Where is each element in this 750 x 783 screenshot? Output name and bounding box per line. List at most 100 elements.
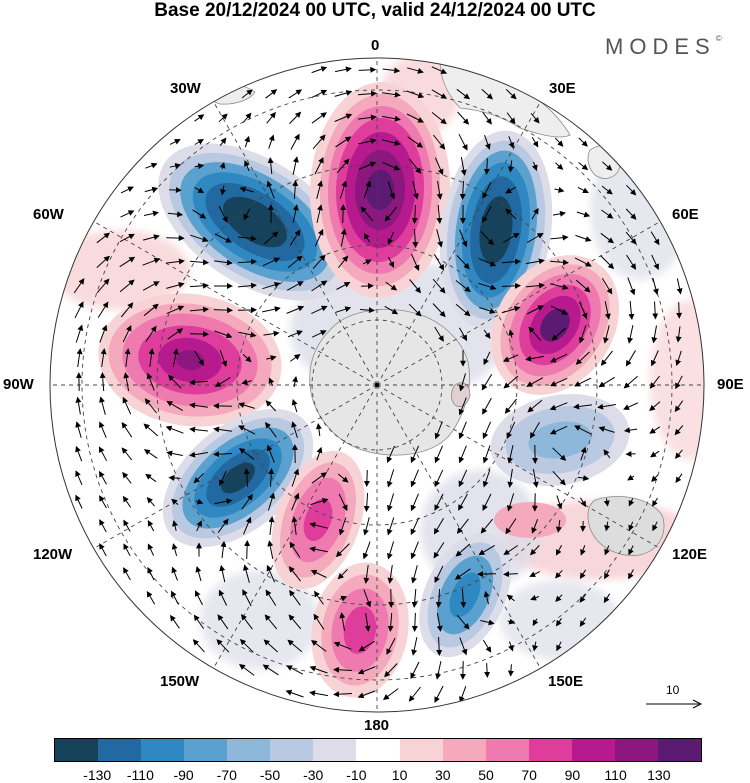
wind-vector [483,329,491,339]
wind-vector [340,204,347,224]
wind-vector [263,231,279,245]
wind-vector [123,567,131,581]
wind-vector [550,234,569,241]
wind-vector [360,307,375,314]
wind-vector [143,423,159,437]
wind-vector [311,305,328,315]
wind-vector [168,474,181,481]
wind-vector [556,495,563,510]
wind-vector [456,614,470,630]
wind-vector [505,208,517,220]
wind-vector [410,469,419,488]
wind-vector [238,425,256,435]
colorbar-tick-label: 10 [391,767,408,783]
wind-vector [600,350,613,366]
wind-vector [478,544,495,556]
wind-vector [626,254,637,270]
wind-vector [501,282,521,289]
wind-vector [455,304,471,317]
wind-vector [410,541,419,560]
wind-vector [386,517,395,536]
colorbar-segment [399,739,443,761]
wind-vector [123,543,131,557]
wind-vectors [73,66,684,703]
wind-vector [99,519,107,533]
wind-vector [457,111,470,125]
wind-vector [169,163,182,169]
wind-vector [484,663,491,678]
wind-vector [172,348,179,367]
wind-vector [286,281,304,291]
wind-vector [458,421,467,440]
wind-vector [432,303,446,318]
wind-vector [239,663,255,676]
wind-vector [238,331,257,338]
wind-vector [387,565,394,584]
wind-vector [651,474,659,483]
wind-vector [75,494,83,509]
wind-vector [194,138,204,145]
wind-vector [652,521,658,532]
colorbar-tick-label: 50 [478,767,494,783]
colorbar-tick-label: 30 [435,767,451,783]
wind-vector [506,594,515,602]
wind-vector [598,426,615,433]
wind-vector [408,303,422,317]
wind-vector [192,209,207,219]
wind-vector [576,211,591,218]
wind-vector [146,590,156,605]
wind-vector [220,185,227,196]
wind-vector [603,498,610,507]
wind-vector [266,180,275,199]
wind-vector [218,113,228,123]
wind-vector [334,113,353,122]
wind-vector [674,400,684,413]
wind-vector [99,396,106,415]
wind-vector [189,426,208,433]
wind-vector [458,133,468,151]
brand-mark: © [715,34,722,43]
wind-vector [265,589,277,606]
wind-vector [243,516,252,535]
wind-vector [626,184,637,196]
wind-vector [313,613,325,630]
wind-vector [530,421,540,439]
colorbar-segment [657,739,701,761]
wind-vector [386,445,395,464]
wind-vector [478,257,497,267]
wind-vector [482,639,492,653]
wind-vector [382,161,401,171]
wind-vector [119,233,135,243]
wind-vector [166,400,184,412]
wind-vector [597,403,616,410]
wind-vector [333,641,352,650]
lon-label-30e: 30E [549,80,576,97]
wind-vector [143,210,159,217]
wind-vector [549,402,568,411]
wind-vector [121,447,133,461]
wind-vector [482,205,492,223]
wind-vector [292,376,298,388]
wind-vector [218,205,228,223]
wind-vector [239,638,254,653]
colorbar-segment [614,739,658,761]
wind-vector [460,157,467,176]
wind-vector [119,256,136,268]
colorbar-tick-label: -70 [216,767,237,783]
wind-vector [410,253,420,272]
wind-vector [555,520,562,533]
wind-vector [503,375,519,389]
wind-vector [482,397,492,415]
wind-vector [172,520,178,532]
wind-vector [264,614,278,630]
pole-marker [375,383,379,387]
wind-vector [292,180,299,200]
wind-vector [410,493,419,512]
wind-vector [507,160,514,173]
wind-vector [604,521,611,532]
graticule [50,58,704,712]
wind-vector [529,571,541,577]
wind-vector [311,66,328,74]
colorbar [54,738,702,762]
wind-vector [189,451,208,458]
